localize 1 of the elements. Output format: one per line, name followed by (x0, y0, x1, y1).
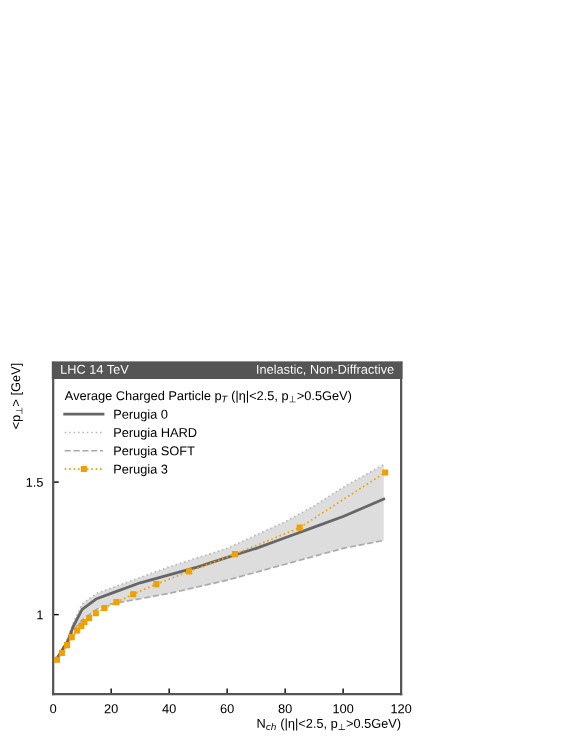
line-series (54, 497, 386, 662)
